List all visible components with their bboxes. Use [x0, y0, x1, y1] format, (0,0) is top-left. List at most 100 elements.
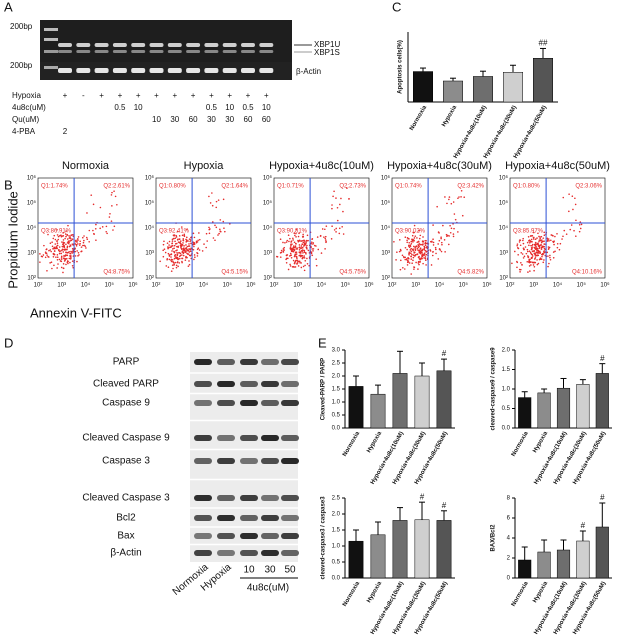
event-dot [324, 237, 327, 240]
bar [370, 534, 386, 579]
y-tick-label: 3.0 [332, 348, 341, 354]
event-dot [79, 242, 81, 245]
event-dot [424, 259, 427, 262]
y-tick-label: 10² [263, 276, 272, 282]
y-tick-label: 0.5 [502, 406, 511, 412]
cell: + [118, 91, 123, 100]
event-dot [198, 249, 201, 251]
event-dot [556, 232, 558, 235]
y-axis-label: Cleaved-PARP / PARP [321, 358, 327, 420]
band-label: XBP1U [314, 40, 340, 49]
x-tick-label: Hypoxia [532, 580, 549, 604]
significance: # [600, 354, 605, 363]
event-dot [55, 256, 57, 258]
event-dot [332, 195, 334, 198]
cell: 0.5 [242, 103, 254, 112]
x-tick-label: Normoxia [342, 580, 361, 608]
event-dot [302, 233, 304, 236]
event-dot [533, 231, 535, 234]
event-dot [306, 244, 308, 247]
blot-row-label: Bcl2 [116, 513, 136, 524]
event-dot [179, 244, 182, 247]
event-dot [527, 271, 529, 273]
event-dot [405, 258, 408, 261]
event-dot [424, 249, 427, 252]
cell: 30 [207, 115, 216, 124]
event-dot [432, 238, 434, 241]
gel-band [76, 50, 91, 53]
event-dot [460, 189, 463, 192]
event-dot [289, 248, 292, 250]
lane-label: 10 [243, 565, 255, 576]
scatter-dots [39, 190, 118, 274]
event-dot [410, 258, 413, 260]
event-dot [536, 243, 538, 246]
bar [348, 386, 364, 429]
event-dot [310, 252, 313, 255]
error-bar [353, 529, 359, 542]
event-dot [171, 240, 174, 242]
event-dot [188, 263, 191, 266]
x-tick-label: 10² [270, 283, 279, 289]
event-dot [333, 190, 335, 193]
event-dot [56, 267, 58, 269]
event-dot [413, 224, 416, 227]
gel-band [149, 43, 164, 47]
quadrant-label: Q1:0.80% [513, 184, 540, 190]
plot-title: Hypoxia [184, 160, 225, 172]
event-dot [338, 232, 341, 235]
event-dot [198, 232, 200, 234]
event-dot [60, 235, 63, 238]
event-dot [449, 224, 451, 227]
event-dot [453, 227, 455, 230]
x-tick-label: 10⁴ [435, 282, 445, 289]
event-dot [406, 248, 408, 251]
cell: + [191, 91, 196, 100]
y-tick-label: 8 [507, 496, 511, 502]
event-dot [415, 261, 417, 264]
event-dot [78, 244, 81, 246]
event-dot [212, 237, 215, 239]
event-dot [348, 198, 350, 200]
band-label: XBP1S [314, 48, 340, 57]
event-dot [412, 256, 415, 259]
event-dot [425, 253, 428, 256]
event-dot [64, 258, 67, 261]
plot-frame [37, 177, 134, 279]
event-dot [398, 250, 401, 253]
blot-band [194, 381, 212, 387]
bar [348, 540, 364, 579]
event-dot [285, 261, 288, 264]
event-dot [81, 236, 84, 239]
event-dot [178, 252, 181, 254]
event-dot [293, 241, 296, 244]
event-dot [522, 257, 525, 259]
y-tick-label: 10⁶ [381, 175, 391, 182]
event-dot [53, 246, 55, 249]
event-dot [310, 241, 313, 243]
event-dot [290, 240, 293, 243]
event-dot [404, 246, 407, 249]
cell: 0.5 [206, 103, 218, 112]
event-dot [411, 239, 414, 242]
y-tick-label: 10³ [263, 251, 272, 257]
event-dot [56, 258, 59, 261]
blot-band [261, 400, 279, 406]
event-dot [56, 254, 59, 256]
event-dot [65, 251, 67, 253]
event-dot [99, 227, 101, 230]
event-dot [188, 248, 190, 250]
event-dot [293, 232, 296, 234]
event-dot [413, 266, 415, 268]
event-dot [214, 224, 216, 227]
y-tick-label: 1.5 [502, 367, 511, 373]
event-dot [283, 249, 285, 251]
event-dot [69, 239, 72, 242]
event-dot [61, 245, 64, 248]
x-tick-label: 10³ [529, 283, 538, 289]
y-tick-label: 0.0 [502, 426, 511, 432]
event-dot [162, 243, 165, 246]
event-dot [333, 229, 336, 231]
event-dot [422, 262, 424, 265]
event-dot [440, 250, 443, 253]
